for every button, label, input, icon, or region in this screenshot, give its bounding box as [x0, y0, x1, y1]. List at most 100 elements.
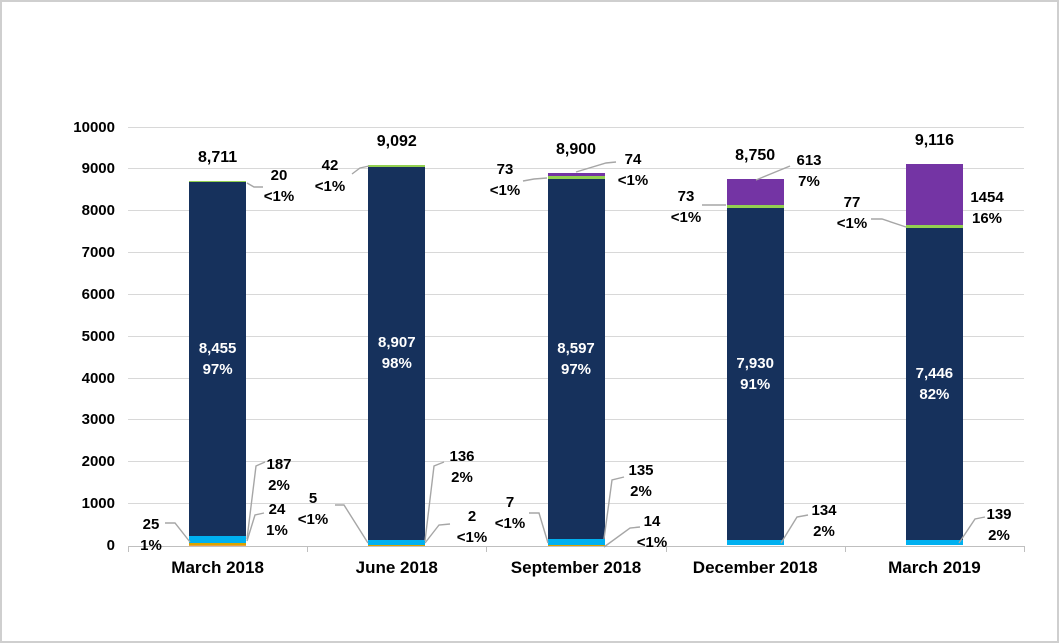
category-label: March 2019	[888, 558, 981, 577]
bar-inner-label: 8,455 97%	[199, 338, 237, 380]
callout-text: 1%	[266, 522, 288, 539]
callout-label-segment-green: 77 <1%	[837, 192, 867, 234]
bar-segment-segment-navy-main	[547, 179, 605, 539]
callout-text: 1%	[140, 537, 162, 554]
bar-segment-segment-gold-bottom	[547, 544, 605, 546]
bar-total-label: 8,750	[735, 147, 776, 165]
callout-text: <1%	[297, 511, 329, 528]
x-axis-tick	[486, 545, 488, 552]
callout-text: 77	[843, 194, 861, 211]
callout-label-segment-orange-bottom: 7 <1%	[495, 492, 525, 534]
bar-inner-value: 7,446	[915, 364, 954, 382]
callout-label-segment-green: 20 <1%	[264, 165, 294, 207]
x-axis-tick	[1024, 545, 1025, 552]
x-axis-line	[128, 545, 1024, 547]
callout-label-segment-green: 73 <1%	[490, 159, 520, 201]
x-axis-tick	[128, 545, 129, 552]
bar-segment-segment-orange-bottom	[189, 544, 247, 546]
bar-segment-segment-cyan	[189, 535, 247, 544]
bar-inner-pct: 97%	[202, 360, 233, 378]
bar-segment-segment-purple	[547, 173, 605, 177]
bar-inner-pct: 97%	[560, 361, 592, 379]
callout-text: <1%	[836, 215, 868, 232]
y-axis-label: 8000	[81, 202, 115, 220]
y-axis-label: 9000	[81, 160, 115, 178]
category-label: March 2018	[171, 558, 264, 577]
callout-text: <1%	[456, 529, 488, 546]
y-axis-label: 4000	[81, 369, 115, 387]
callout-label-segment-purple: 1454 16%	[970, 187, 1003, 229]
y-axis-label: 6000	[81, 285, 115, 303]
bar-total-label: 8,711	[198, 148, 238, 166]
callout-text: 2%	[813, 523, 835, 540]
bar-segment-segment-cyan	[368, 539, 426, 546]
callout-text: 73	[496, 161, 514, 178]
bar-segment-segment-cyan	[905, 539, 963, 546]
bar-total-label: 9,092	[376, 132, 417, 150]
bar-inner-label: 8,597 97%	[557, 338, 595, 380]
callout-text: 2%	[451, 469, 473, 486]
bar-segment-segment-green	[189, 180, 247, 183]
gridline	[128, 168, 1024, 170]
bar-segment-segment-green	[726, 204, 784, 208]
category-label: September 2018	[510, 558, 642, 577]
callout-text: 2%	[268, 477, 290, 494]
callout-text: <1%	[670, 209, 702, 226]
callout-text: 74	[624, 151, 642, 168]
bar-segment-segment-navy-main	[189, 181, 247, 536]
callout-text: 20	[270, 167, 288, 184]
bar-segment-segment-navy-main	[726, 208, 784, 540]
gridline	[128, 126, 1024, 128]
y-axis-label: 10000	[73, 118, 115, 136]
bar-segment-segment-purple	[905, 163, 963, 225]
bar-inner-label: 8,907 98%	[378, 332, 416, 374]
y-axis-label: 0	[106, 537, 115, 554]
callout-label-segment-orange-bottom: 25 1%	[140, 514, 162, 556]
callout-text: 1454	[970, 189, 1004, 206]
bar-segment-segment-green	[905, 224, 963, 229]
callout-text: 2%	[988, 527, 1010, 544]
callout-text: 16%	[971, 210, 1003, 227]
callout-label-segment-orange-bottom: 5 <1%	[298, 488, 328, 530]
bar-inner-pct: 98%	[381, 355, 412, 373]
y-axis-label: 5000	[81, 327, 115, 345]
callout-text: 2%	[630, 483, 652, 500]
bar-inner-pct: 91%	[740, 375, 771, 393]
x-axis-tick	[307, 545, 309, 552]
callout-text: <1%	[494, 515, 526, 532]
callout-label-segment-purple: 74 <1%	[618, 149, 648, 191]
callout-text: 73	[677, 188, 695, 205]
callout-label-segment-cyan: 187 2%	[266, 454, 291, 496]
bar-total-label: 8,900	[555, 141, 597, 159]
callout-label-segment-cyan: 134 2%	[811, 500, 836, 542]
callout-label-segment-purple: 613 7%	[796, 150, 821, 192]
callout-text: 135	[628, 462, 654, 479]
bar-segment-segment-cyan	[726, 539, 784, 546]
callout-label-segment-cyan: 139 2%	[986, 504, 1011, 546]
callout-label-segment-green: 73 <1%	[671, 186, 701, 228]
bar-inner-label: 7,930 91%	[736, 353, 774, 395]
bar-segment-segment-gold-bottom	[189, 543, 247, 545]
bar-inner-pct: 82%	[919, 385, 950, 403]
bar-segment-segment-green	[368, 164, 426, 167]
callout-text: 613	[796, 152, 822, 169]
callout-label-segment-cyan: 135 2%	[628, 460, 653, 502]
callout-text: <1%	[489, 182, 521, 199]
bar-segment-segment-green	[547, 176, 605, 180]
y-axis-label: 7000	[81, 244, 115, 262]
callout-text: <1%	[314, 178, 346, 195]
bar-inner-value: 8,907	[378, 334, 416, 352]
callout-text: 42	[321, 157, 339, 174]
callout-label-segment-cyan: 136 2%	[449, 446, 474, 488]
y-axis-label: 3000	[81, 411, 115, 429]
bar-inner-value: 7,930	[736, 354, 774, 372]
callout-label-segment-gold-bottom: 24 1%	[266, 499, 288, 541]
callout-label-segment-gold-bottom: 14 <1%	[637, 511, 667, 553]
callout-text: 25	[142, 516, 160, 533]
bar-segment-segment-navy-main	[905, 228, 963, 540]
bar-total-label: 9,116	[914, 131, 954, 149]
callout-text: <1%	[263, 188, 295, 205]
callout-label-segment-gold-bottom: 2 <1%	[457, 506, 487, 548]
